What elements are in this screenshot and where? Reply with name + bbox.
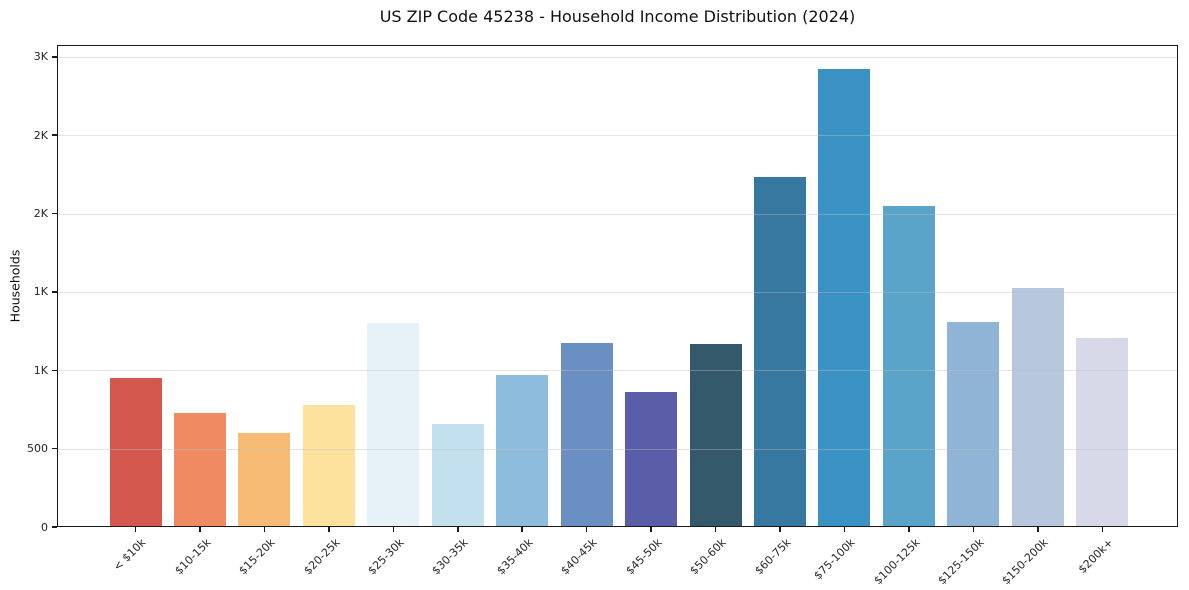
- x-tick-label: $50-60k: [687, 536, 729, 578]
- gridline: [57, 448, 1178, 450]
- gridline: [57, 370, 1178, 372]
- x-tick-mark: [134, 527, 137, 532]
- y-tick-mark: [52, 56, 57, 58]
- gridline: [57, 213, 1178, 215]
- bar: [560, 342, 613, 527]
- x-tick-mark: [457, 527, 459, 532]
- y-tick-label: 1K: [33, 363, 48, 377]
- bar: [431, 423, 484, 527]
- y-tick-mark: [52, 291, 57, 293]
- bar: [625, 392, 678, 527]
- x-tick-mark: [714, 527, 717, 532]
- y-tick-mark: [52, 526, 57, 528]
- y-tick-label: 500: [27, 442, 48, 456]
- x-tick-mark: [199, 527, 201, 532]
- x-tick-label: $20-25k: [300, 536, 343, 578]
- bar: [496, 374, 549, 527]
- bar: [1011, 287, 1064, 527]
- bar: [1076, 338, 1129, 527]
- x-tick-mark: [328, 527, 330, 532]
- x-tick-mark: [908, 527, 910, 532]
- chart-title: US ZIP Code 45238 - Household Income Dis…: [379, 7, 856, 26]
- x-tick-mark: [1101, 527, 1103, 532]
- bar: [173, 412, 226, 527]
- y-tick-label: 1K: [33, 285, 48, 299]
- x-tick-label: $30-35k: [429, 536, 471, 578]
- x-tick-mark: [1037, 527, 1039, 532]
- y-tick-mark: [52, 212, 57, 215]
- y-axis-label: Households: [7, 249, 23, 323]
- bar: [238, 432, 291, 527]
- y-tick-mark: [52, 369, 57, 371]
- bar: [947, 321, 1000, 527]
- x-tick-label: $40-45k: [558, 536, 600, 578]
- y-tick-label: 2K: [33, 207, 48, 220]
- x-tick-label: $35-40k: [494, 536, 536, 578]
- y-tick-mark: [52, 447, 57, 450]
- x-tick-mark: [263, 527, 266, 532]
- bar: [367, 323, 420, 527]
- x-tick-mark: [521, 527, 523, 532]
- bar: [882, 205, 935, 527]
- x-tick-label: $75-100k: [811, 536, 858, 583]
- bar: [754, 177, 806, 527]
- x-tick-label: $25-30k: [365, 536, 407, 578]
- x-tick-mark: [392, 527, 395, 532]
- gridline: [57, 56, 1178, 58]
- bar: [689, 343, 742, 527]
- x-tick-mark: [843, 527, 846, 532]
- x-tick-mark: [972, 527, 975, 532]
- bar: [109, 378, 162, 527]
- gridline: [57, 135, 1178, 137]
- bar: [302, 404, 355, 527]
- x-tick-label: $200k+: [1075, 536, 1116, 577]
- bar: [818, 69, 871, 527]
- gridline: [57, 291, 1178, 293]
- x-tick-mark: [585, 527, 588, 532]
- x-tick-label: $60-75k: [751, 536, 794, 578]
- y-tick-label: 2K: [33, 128, 48, 142]
- y-tick-mark: [52, 134, 57, 136]
- x-tick-mark: [779, 527, 781, 532]
- x-tick-label: $45-50k: [623, 536, 665, 578]
- x-tick-label: $10-15k: [171, 536, 214, 578]
- x-tick-label: $15-20k: [236, 536, 278, 578]
- y-tick-label: 0: [41, 520, 48, 534]
- x-tick-label: $125-150k: [935, 536, 987, 588]
- y-tick-label: 3K: [33, 50, 48, 64]
- plot-area: [57, 45, 1178, 527]
- x-tick-label: < $10k: [111, 536, 149, 574]
- x-tick-label: $150-200k: [999, 536, 1052, 588]
- x-tick-mark: [650, 527, 652, 532]
- x-tick-label: $100-125k: [870, 536, 923, 588]
